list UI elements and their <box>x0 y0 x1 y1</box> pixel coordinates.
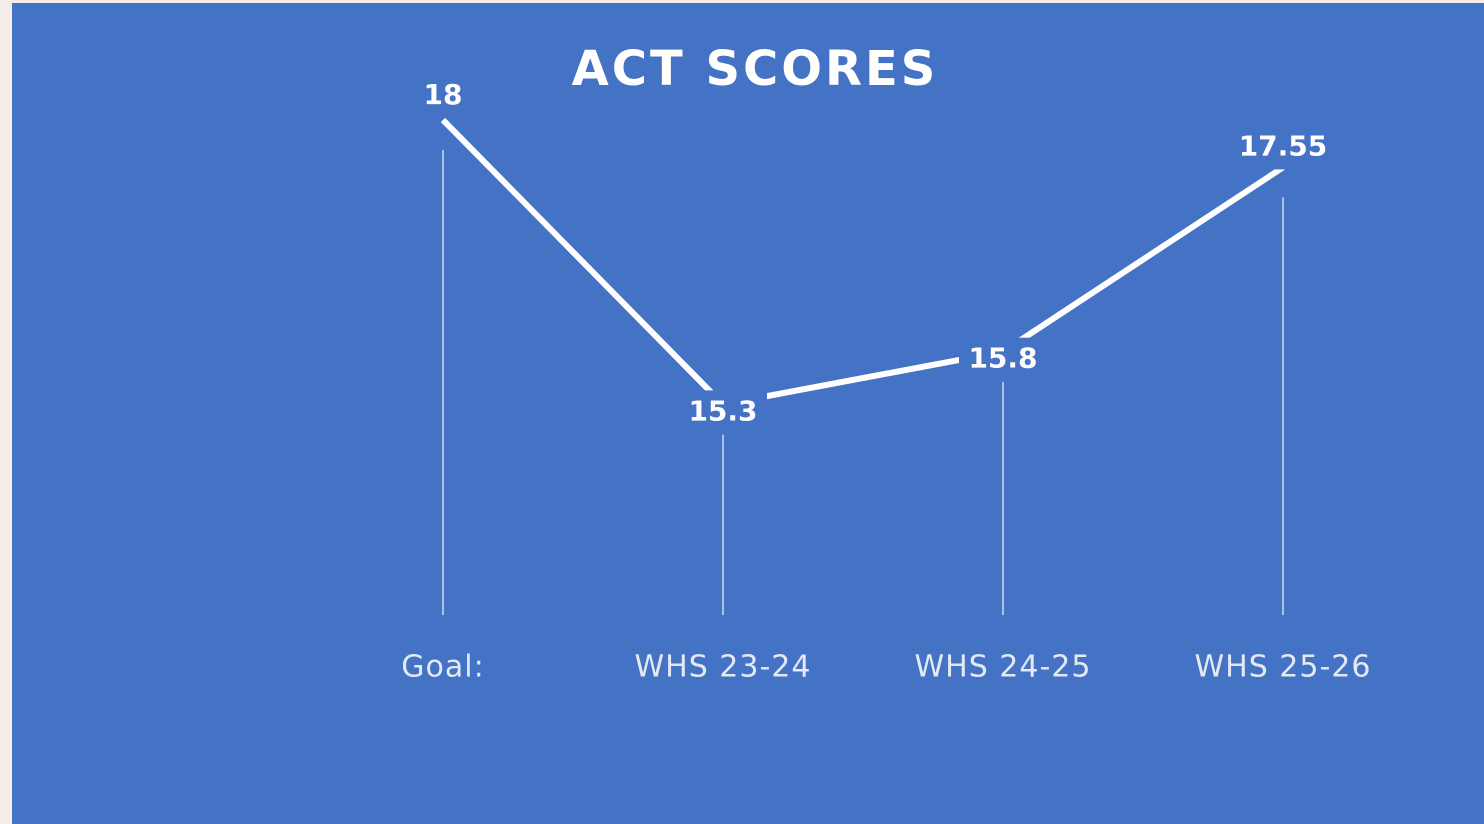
data-label: 18 <box>424 78 463 111</box>
x-tick-label: WHS 23-24 <box>635 650 812 685</box>
x-tick-label: WHS 25-26 <box>1195 650 1372 685</box>
data-line <box>440 117 1285 408</box>
chart-title: ACT SCORES <box>572 41 939 97</box>
data-label-background <box>1230 125 1336 170</box>
x-tick-label: Goal: <box>401 650 484 685</box>
data-label-background <box>416 74 470 118</box>
data-label: 15.3 <box>688 394 757 427</box>
data-label: 15.8 <box>968 342 1037 375</box>
data-label-background <box>959 337 1047 382</box>
x-tick-label: WHS 24-25 <box>915 650 1092 685</box>
data-label-background <box>679 390 767 435</box>
data-label: 17.55 <box>1239 129 1328 162</box>
